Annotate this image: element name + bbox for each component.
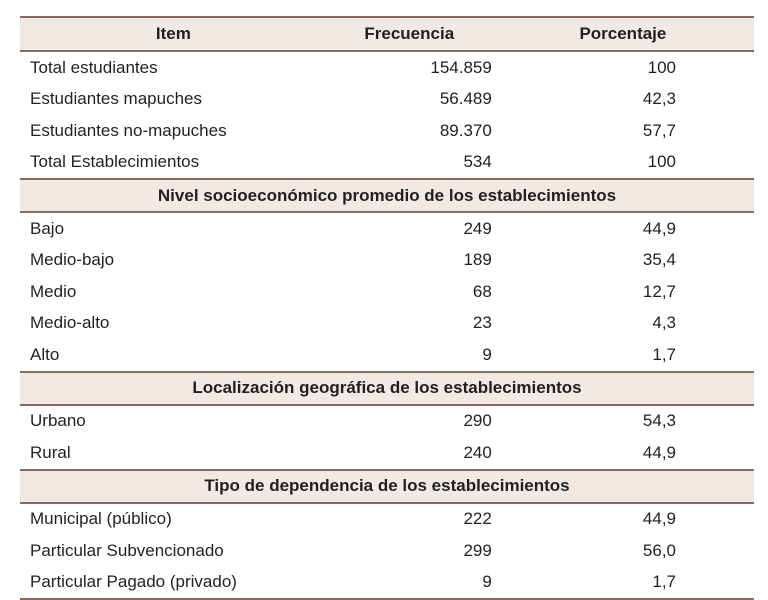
frecuencia-cell: 89.370: [439, 120, 492, 140]
porcentaje-cell: 100: [647, 152, 676, 172]
frecuencia-cell: 249: [463, 218, 492, 238]
table-row: Estudiantes mapuches 56.489 42,3: [20, 84, 754, 116]
table-row: Urbano 290 54,3: [20, 405, 754, 438]
header-porcentaje: Porcentaje: [491, 16, 754, 52]
table-row: Particular Pagado (privado) 9 1,7: [20, 566, 754, 600]
frecuencia-cell: 9: [326, 566, 492, 600]
header-row: Item Frecuencia Porcentaje: [20, 16, 754, 52]
table-row: Total estudiantes 154.859 100: [20, 51, 754, 84]
table-row: Bajo 249 44,9: [20, 212, 754, 245]
header-frecuencia: Frecuencia: [326, 16, 492, 52]
porcentaje-cell: 100: [647, 57, 676, 77]
section-header-row: Tipo de dependencia de los establecimien…: [20, 468, 754, 504]
table-row: Particular Subvencionado 299 56,0: [20, 535, 754, 567]
item-cell: Municipal (público): [30, 509, 172, 529]
frecuencia-cell: 9: [482, 344, 492, 364]
item-cell: Total Establecimientos: [30, 152, 200, 172]
section-title: Localización geográfica de los estableci…: [20, 370, 754, 406]
frecuencia-cell: 56.489: [439, 89, 492, 109]
item-cell: Medio: [30, 281, 77, 301]
table-row: Medio 68 12,7: [20, 276, 754, 308]
item-cell: Urbano: [30, 411, 86, 431]
porcentaje-cell: 44,9: [642, 509, 676, 529]
frecuencia-cell: 240: [463, 442, 492, 462]
porcentaje-cell: 12,7: [642, 281, 676, 301]
frecuencia-cell: 154.859: [430, 57, 492, 77]
table-body: Total estudiantes 154.859 100 Estudiantes m…: [20, 51, 754, 600]
porcentaje-cell: 35,4: [642, 250, 676, 270]
frecuencia-cell: 299: [463, 540, 492, 560]
porcentaje-cell: 1,7: [491, 566, 754, 600]
table-row: Total Establecimientos 534 100: [20, 147, 754, 180]
table-row: Alto 9 1,7: [20, 339, 754, 372]
section-header-row: Nivel socioeconómico promedio de los est…: [20, 178, 754, 213]
table-row: Municipal (público) 222 44,9: [20, 503, 754, 536]
frecuencia-cell: 189: [463, 250, 492, 270]
porcentaje-cell: 44,9: [642, 218, 676, 238]
porcentaje-cell: 54,3: [642, 411, 676, 431]
statistics-table: Item Frecuencia Porcentaje Total estudia…: [20, 16, 754, 600]
porcentaje-cell: 1,7: [652, 344, 676, 364]
porcentaje-cell: 44,9: [642, 442, 676, 462]
item-cell: Estudiantes no-mapuches: [30, 120, 227, 140]
table-row: Estudiantes no-mapuches 89.370 57,7: [20, 115, 754, 147]
table-row: Medio-alto 23 4,3: [20, 308, 754, 340]
table-row: Rural 240 44,9: [20, 437, 754, 470]
frecuencia-cell: 222: [463, 509, 492, 529]
item-cell: Medio-bajo: [30, 250, 115, 270]
porcentaje-cell: 56,0: [642, 540, 676, 560]
section-header-row: Localización geográfica de los estableci…: [20, 370, 754, 406]
item-cell: Particular Pagado (privado): [20, 566, 327, 600]
table-row: Medio-bajo 189 35,4: [20, 245, 754, 277]
section-title: Nivel socioeconómico promedio de los est…: [20, 178, 754, 213]
item-cell: Bajo: [30, 218, 65, 238]
item-cell: Total estudiantes: [30, 57, 158, 77]
frecuencia-cell: 290: [463, 411, 492, 431]
item-cell: Rural: [30, 442, 71, 462]
porcentaje-cell: 57,7: [642, 120, 676, 140]
item-cell: Estudiantes mapuches: [30, 89, 202, 109]
item-cell: Alto: [30, 344, 60, 364]
item-cell: Particular Subvencionado: [30, 540, 224, 560]
frecuencia-cell: 23: [472, 313, 492, 333]
section-title: Tipo de dependencia de los establecimien…: [20, 468, 754, 504]
porcentaje-cell: 4,3: [652, 313, 676, 333]
frecuencia-cell: 68: [472, 281, 492, 301]
porcentaje-cell: 42,3: [642, 89, 676, 109]
frecuencia-cell: 534: [463, 152, 492, 172]
item-cell: Medio-alto: [30, 313, 110, 333]
header-item: Item: [20, 16, 327, 52]
